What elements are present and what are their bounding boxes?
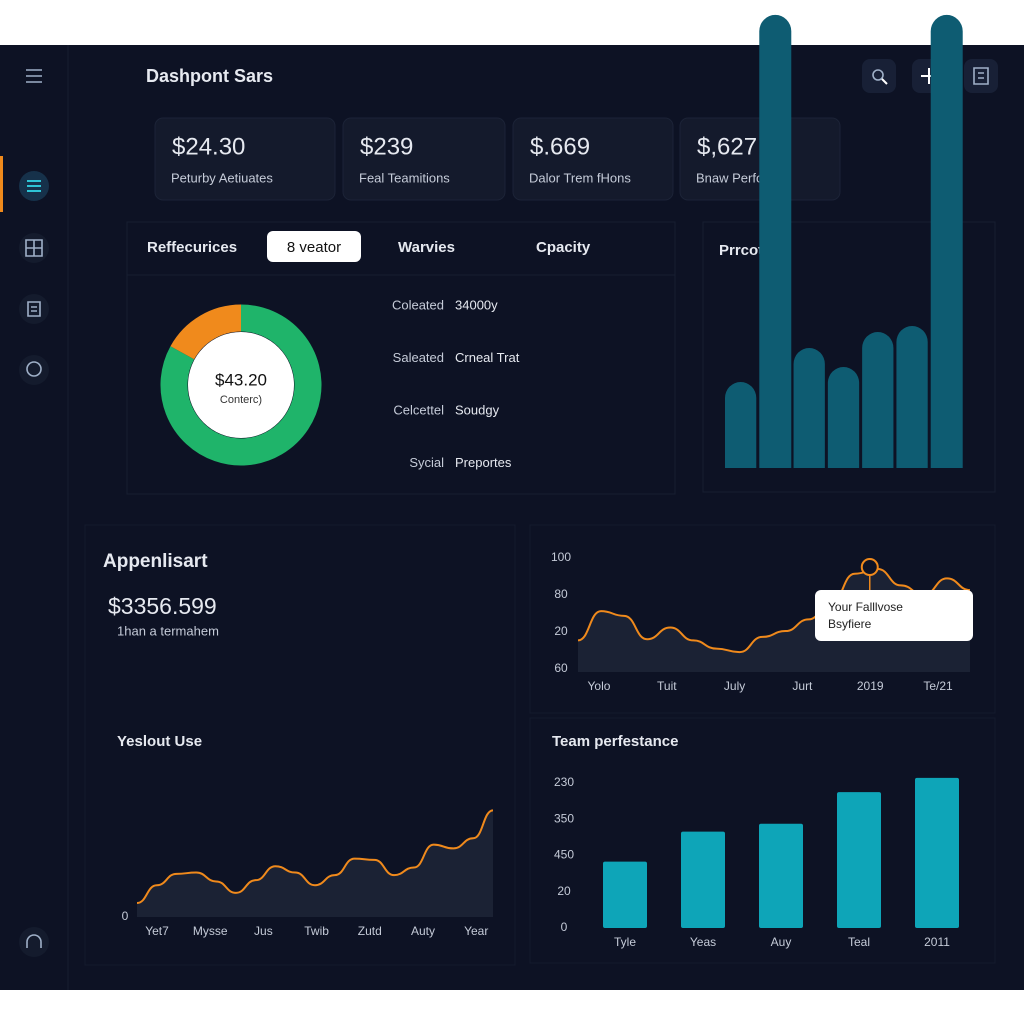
nav-home[interactable] [19,171,49,201]
bar [681,831,725,928]
y-label: 100 [551,550,571,564]
summary-value: $3356.599 [108,593,217,619]
stat-label: Peturby Aetiuates [171,170,273,185]
donut-segment [170,304,242,360]
x-label: Jurt [792,679,813,693]
donut-center [188,332,294,438]
stat-label: Feal Teamitions [359,170,450,185]
tab[interactable]: Reffecurices [147,239,237,256]
line [577,568,971,654]
team-panel [529,717,996,964]
summary-title: Appenlisart [103,551,208,572]
tooltip-subtitle: Bsyfiere [828,617,872,631]
chart-title: Team perfestance [552,733,678,750]
bar [837,792,881,928]
stat-card [342,117,506,201]
stat-value: $24.30 [172,133,245,160]
x-label: 2011 [924,935,950,949]
y-label: 20 [554,624,568,638]
bar [793,348,825,468]
summary-panel [84,524,516,966]
bar [862,332,894,468]
stat-value: $,627 [697,133,757,160]
report-button[interactable] [964,59,998,93]
active-indicator [0,156,3,212]
search-button[interactable] [862,59,896,93]
y-label: 60 [554,661,568,675]
detail-label: Sycial [409,455,444,470]
bar [759,823,803,928]
donut-segment [160,304,322,466]
menu-button[interactable] [26,69,42,83]
bar [915,777,959,928]
bar [930,14,963,469]
tab[interactable]: 8 veator [287,239,341,256]
nav-user[interactable] [19,355,49,385]
donut-label: Conterc) [220,394,262,406]
x-label: Yeas [690,935,716,949]
area-fill [137,810,493,917]
nav-grid[interactable] [19,233,49,263]
tooltip-title: Your Falllvose [828,600,903,614]
x-label: Jus [254,924,273,938]
y-label: 350 [554,811,574,825]
overview-panel [126,221,676,495]
bar [896,326,928,468]
stat-value: $239 [360,133,413,160]
bar [827,367,860,468]
x-label: Tyle [614,935,636,949]
donut-value: $43.20 [215,370,267,389]
x-label: Twib [304,924,329,938]
x-label: Te/21 [923,679,953,693]
x-label: Year [464,924,488,938]
bar [759,14,792,469]
bar [603,861,647,928]
x-label: July [724,679,745,693]
line [136,809,494,905]
page-title: Dashpont Sars [146,66,273,86]
summary-subtitle: 1han a termahem [117,623,219,638]
nav-support[interactable] [19,927,49,957]
x-label: Zutd [358,924,382,938]
detail-value: Soudgy [455,402,500,417]
nav-doc[interactable] [19,294,49,324]
stat-value: $.669 [530,133,590,160]
y-label: 0 [561,920,568,934]
y-label: 80 [554,587,568,601]
x-label: Yet7 [145,924,169,938]
detail-label: Celcettel [393,402,444,417]
x-label: Mysse [193,924,228,938]
highlight-point [860,558,879,577]
x-label: Auty [411,924,435,938]
line-panel [529,524,996,714]
bar [725,382,757,468]
detail-label: Saleated [393,350,444,365]
stat-label: Dalor Trem fHons [529,170,631,185]
stat-card [512,117,674,201]
x-label: 2019 [857,679,884,693]
bar-panel [702,221,996,493]
y-label: 230 [554,775,574,789]
tab[interactable]: Cpacity [536,239,591,256]
y-label: 450 [554,848,574,862]
chart-title: Yeslout Use [117,733,202,750]
detail-value: Crneal Trat [455,350,520,365]
tab[interactable]: Warvies [398,239,455,256]
detail-label: Coleated [392,297,444,312]
x-label: Tuit [657,679,677,693]
detail-value: Preportes [455,455,512,470]
tab-selected[interactable] [267,231,361,262]
x-label: Auy [771,935,792,949]
detail-value: 34000y [455,297,498,312]
stat-card [154,117,336,201]
tooltip [815,590,973,641]
y-label: 20 [557,884,571,898]
x-label: Yolo [588,679,611,693]
y-label: 0 [122,909,129,923]
x-label: Teal [848,935,870,949]
